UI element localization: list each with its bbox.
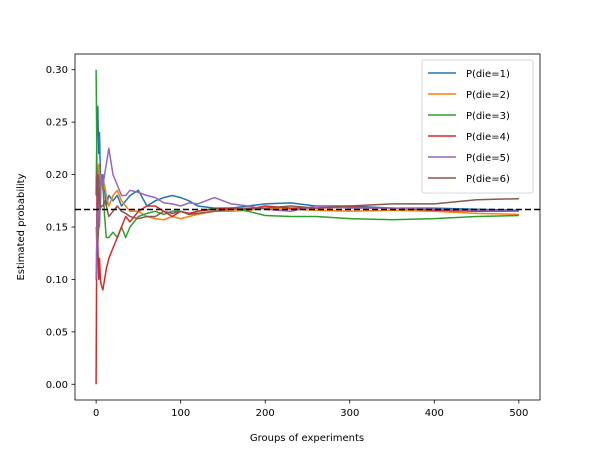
- y-tick-label: 0.30: [46, 65, 68, 76]
- y-axis-ticks: 0.00 0.05 0.10 0.15 0.20 0.25 0.30: [46, 65, 75, 391]
- x-tick-label: 0: [93, 408, 99, 419]
- y-tick-label: 0.05: [46, 327, 68, 338]
- x-tick-label: 400: [425, 408, 444, 419]
- y-tick-label: 0.25: [46, 118, 68, 129]
- x-tick-label: 200: [256, 408, 275, 419]
- x-axis-title: Groups of experiments: [250, 433, 364, 444]
- x-tick-label: 300: [340, 408, 359, 419]
- legend-label-die-2: P(die=2): [466, 90, 510, 101]
- x-tick-label: 100: [171, 408, 190, 419]
- series-line-die-4: [95, 173, 519, 385]
- series-line-die-6: [96, 173, 519, 220]
- y-axis-title: Estimated probability: [16, 173, 27, 280]
- legend-label-die-1: P(die=1): [466, 69, 510, 80]
- x-axis-ticks: 0 100 200 300 400 500: [93, 400, 528, 419]
- legend-label-die-5: P(die=5): [466, 153, 510, 164]
- legend-label-die-4: P(die=4): [466, 132, 510, 143]
- series-line-die-5: [95, 147, 519, 280]
- y-tick-label: 0.15: [46, 223, 68, 234]
- legend-label-die-6: P(die=6): [466, 174, 510, 185]
- y-tick-label: 0.10: [46, 275, 68, 286]
- y-tick-label: 0.20: [46, 170, 68, 181]
- legend-label-die-3: P(die=3): [466, 111, 510, 122]
- legend: P(die=1) P(die=2) P(die=3) P(die=4) P(die=5)…: [421, 59, 534, 194]
- series-layer: [95, 69, 519, 385]
- y-tick-label: 0.00: [46, 380, 68, 391]
- x-tick-label: 500: [509, 408, 528, 419]
